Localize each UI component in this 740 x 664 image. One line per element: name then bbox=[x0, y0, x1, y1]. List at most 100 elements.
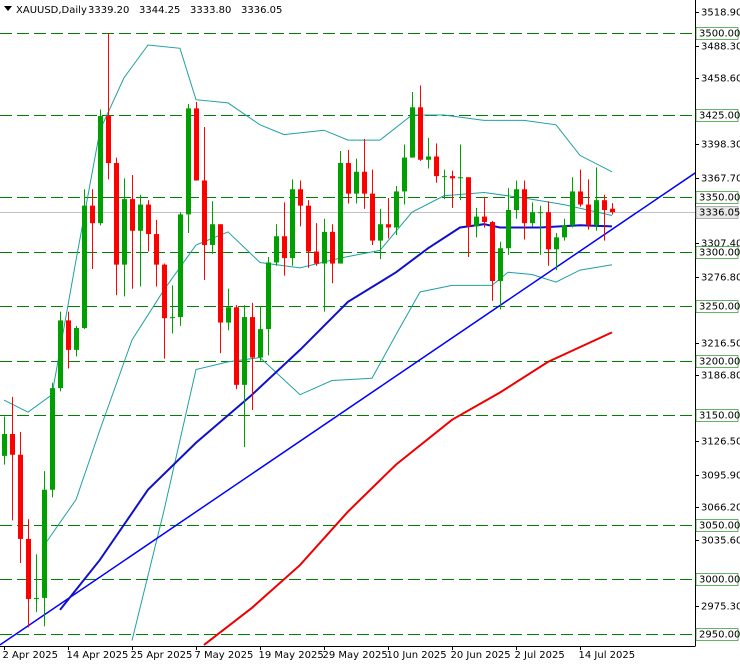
candle-body bbox=[66, 320, 71, 350]
candle-body bbox=[10, 434, 15, 455]
candle-body bbox=[578, 191, 583, 205]
candle-body bbox=[410, 107, 415, 158]
candle-body bbox=[586, 204, 591, 226]
candle-body bbox=[426, 156, 431, 160]
symbol-icon bbox=[4, 6, 12, 11]
x-tick-label: 10 Jun 2025 bbox=[387, 650, 447, 661]
indicator-line bbox=[0, 172, 695, 646]
candle-body bbox=[154, 234, 159, 265]
level-label-box bbox=[695, 519, 739, 532]
candle-body bbox=[130, 199, 135, 231]
candle-body bbox=[474, 216, 479, 227]
candle-body bbox=[162, 264, 167, 319]
current-price-label: 3336.05 bbox=[699, 208, 740, 219]
candle-body bbox=[290, 189, 295, 259]
candle-body bbox=[434, 156, 439, 177]
candle-body bbox=[2, 434, 7, 456]
candle-body bbox=[498, 248, 503, 282]
y-tick-label: 3398.30 bbox=[701, 140, 740, 151]
y-tick-label: 3488.30 bbox=[701, 42, 740, 53]
candle-body bbox=[122, 199, 127, 265]
x-tick-label: 29 May 2025 bbox=[323, 650, 388, 661]
labels: 3518.90 3488.30 3458.60 3398.30 3367.70 3307.… bbox=[3, 8, 740, 662]
candle-body bbox=[26, 538, 31, 600]
x-tick-label: 14 Jul 2025 bbox=[579, 650, 636, 661]
candle-body bbox=[58, 320, 63, 389]
candle-body bbox=[570, 191, 575, 226]
candle-body bbox=[338, 163, 343, 264]
candle-body bbox=[42, 489, 47, 598]
indicator-line bbox=[203, 331, 613, 646]
candles bbox=[2, 32, 615, 628]
y-tick-label: 3216.50 bbox=[701, 339, 740, 350]
y-tick-label: 3518.90 bbox=[701, 8, 740, 19]
candle-body bbox=[330, 231, 335, 264]
level-label: 3300.00 bbox=[699, 248, 740, 259]
level-label: 3250.00 bbox=[699, 302, 740, 313]
level-label: 3200.00 bbox=[699, 357, 740, 368]
candle-body bbox=[210, 224, 215, 245]
candle-body bbox=[538, 212, 543, 214]
candle-body bbox=[242, 317, 247, 385]
header-value: 3339.20 bbox=[88, 5, 129, 16]
candle-body bbox=[418, 107, 423, 160]
level-label: 3350.00 bbox=[699, 193, 740, 204]
y-tick-label: 3367.70 bbox=[701, 174, 740, 185]
x-tick-label: 25 Apr 2025 bbox=[131, 650, 193, 661]
level-label-box bbox=[695, 628, 739, 641]
x-tick-label: 7 May 2025 bbox=[195, 650, 254, 661]
level-label: 3050.00 bbox=[699, 521, 740, 532]
candle-body bbox=[202, 180, 207, 245]
candle-body bbox=[594, 200, 599, 226]
candle-body bbox=[482, 216, 487, 223]
candle-body bbox=[610, 208, 615, 213]
candle-body bbox=[402, 157, 407, 192]
candle-body bbox=[106, 116, 111, 164]
candle-body bbox=[178, 214, 183, 318]
candle-body bbox=[274, 236, 279, 263]
candle-body bbox=[186, 108, 191, 215]
level-label: 2950.00 bbox=[699, 630, 740, 641]
y-tick-label: 3066.20 bbox=[701, 503, 740, 514]
level-label-box bbox=[695, 191, 739, 204]
candle-body bbox=[506, 210, 511, 249]
candle-body bbox=[114, 163, 119, 265]
y-tick-label: 3095.90 bbox=[701, 471, 740, 482]
plot-area bbox=[0, 33, 695, 646]
candle-body bbox=[522, 189, 527, 224]
candle-body bbox=[138, 204, 143, 231]
candle-body bbox=[194, 108, 199, 181]
indicator-line bbox=[3, 44, 613, 413]
current-price-box bbox=[695, 206, 739, 219]
candle-body bbox=[146, 204, 151, 235]
candle-body bbox=[514, 189, 519, 211]
level-label-box bbox=[695, 573, 739, 586]
candle-body bbox=[298, 189, 303, 206]
candle-body bbox=[18, 454, 23, 539]
level-label: 3150.00 bbox=[699, 411, 740, 422]
level-label-box bbox=[695, 300, 739, 313]
candle-body bbox=[314, 251, 319, 264]
x-tick-label: 2 Jul 2025 bbox=[515, 650, 565, 661]
header-value: 3333.80 bbox=[190, 5, 231, 16]
candle-body bbox=[378, 224, 383, 241]
candle-body bbox=[602, 200, 607, 211]
x-tick-label: 20 Jun 2025 bbox=[451, 650, 511, 661]
candle-body bbox=[306, 205, 311, 252]
candle-body bbox=[354, 171, 359, 194]
x-tick-label: 2 Apr 2025 bbox=[3, 650, 58, 661]
y-tick-label: 2975.30 bbox=[701, 602, 740, 613]
candle-body bbox=[562, 225, 567, 238]
candle-body bbox=[34, 597, 39, 600]
candle-body bbox=[442, 176, 447, 178]
candle-body bbox=[450, 176, 455, 179]
y-tick-label: 3035.60 bbox=[701, 536, 740, 547]
level-label-box bbox=[695, 409, 739, 422]
level-label-box bbox=[695, 109, 739, 122]
candle-body bbox=[170, 317, 175, 319]
y-tick-label: 3276.80 bbox=[701, 273, 740, 284]
candle-body bbox=[98, 116, 103, 224]
candle-body bbox=[546, 212, 551, 250]
